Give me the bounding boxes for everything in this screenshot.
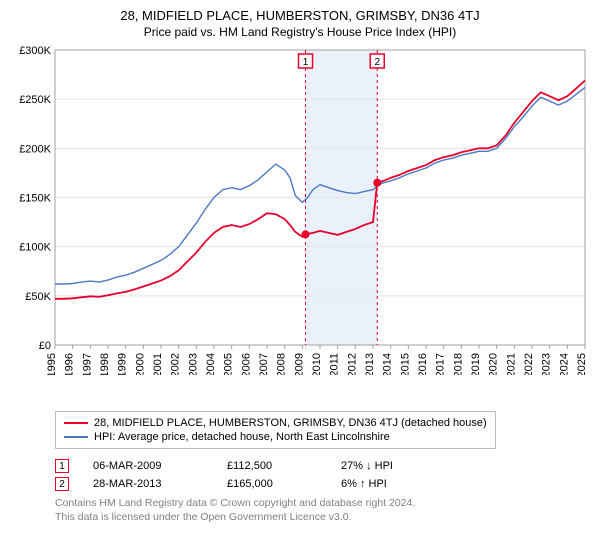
sale-marker <box>302 230 310 238</box>
sale-date: 28-MAR-2013 <box>93 478 203 490</box>
svg-text:2023: 2023 <box>541 353 553 375</box>
legend-swatch <box>64 422 88 424</box>
svg-text:2010: 2010 <box>311 353 323 375</box>
sale-detail-row: 2 28-MAR-2013 £165,000 6% ↑ HPI <box>55 477 590 491</box>
sale-marker-badge: 2 <box>55 477 69 491</box>
chart-container: 28, MIDFIELD PLACE, HUMBERSTON, GRIMSBY,… <box>0 0 600 560</box>
svg-text:2017: 2017 <box>435 353 447 375</box>
svg-text:£100K: £100K <box>19 242 51 254</box>
svg-text:1998: 1998 <box>99 353 111 375</box>
svg-text:£0: £0 <box>39 340 51 352</box>
svg-text:2008: 2008 <box>276 353 288 375</box>
sale-marker <box>373 179 381 187</box>
sale-marker-badge: 1 <box>55 459 69 473</box>
legend: 28, MIDFIELD PLACE, HUMBERSTON, GRIMSBY,… <box>55 411 496 449</box>
sale-detail-row: 1 06-MAR-2009 £112,500 27% ↓ HPI <box>55 459 590 473</box>
svg-text:£50K: £50K <box>25 291 51 303</box>
svg-text:1997: 1997 <box>81 353 93 375</box>
svg-text:2024: 2024 <box>558 353 570 375</box>
legend-label: HPI: Average price, detached house, Nort… <box>94 431 390 443</box>
svg-text:2013: 2013 <box>364 353 376 375</box>
svg-text:1999: 1999 <box>117 353 129 375</box>
attribution: Contains HM Land Registry data © Crown c… <box>55 497 590 524</box>
svg-text:2004: 2004 <box>205 353 217 375</box>
chart-subtitle: Price paid vs. HM Land Registry's House … <box>10 25 590 39</box>
sale-details: 1 06-MAR-2009 £112,500 27% ↓ HPI 2 28-MAR-201… <box>10 459 590 491</box>
svg-text:2002: 2002 <box>170 353 182 375</box>
svg-text:1995: 1995 <box>46 353 58 375</box>
svg-text:2000: 2000 <box>134 353 146 375</box>
svg-text:£250K: £250K <box>19 94 51 106</box>
svg-text:£300K: £300K <box>19 45 51 57</box>
svg-text:2020: 2020 <box>488 353 500 375</box>
svg-text:2025: 2025 <box>576 353 588 375</box>
svg-text:2012: 2012 <box>346 353 358 375</box>
chart-plot-area: £0 £50K £100K £150K £200K £250K £300K 1995 1996 1… <box>10 45 590 375</box>
sale-delta: 6% ↑ HPI <box>341 478 387 490</box>
svg-text:2016: 2016 <box>417 353 429 375</box>
legend-swatch <box>64 436 88 438</box>
svg-text:2011: 2011 <box>329 353 341 375</box>
sale-delta: 27% ↓ HPI <box>341 460 393 472</box>
svg-text:2006: 2006 <box>240 353 252 375</box>
svg-text:2018: 2018 <box>452 353 464 375</box>
sale-date: 06-MAR-2009 <box>93 460 203 472</box>
svg-text:2007: 2007 <box>258 353 270 375</box>
svg-text:£200K: £200K <box>19 143 51 155</box>
svg-text:2021: 2021 <box>505 353 517 375</box>
legend-item: 28, MIDFIELD PLACE, HUMBERSTON, GRIMSBY,… <box>64 416 487 430</box>
svg-text:1996: 1996 <box>64 353 76 375</box>
line-chart-svg: £0 £50K £100K £150K £200K £250K £300K 1995 1996 1… <box>10 45 590 375</box>
legend-item: HPI: Average price, detached house, Nort… <box>64 430 487 444</box>
attribution-line-1: Contains HM Land Registry data © Crown c… <box>55 497 590 511</box>
svg-text:2: 2 <box>374 57 380 68</box>
sale-price: £112,500 <box>227 460 317 472</box>
svg-text:2001: 2001 <box>152 353 164 375</box>
svg-text:2009: 2009 <box>293 353 305 375</box>
svg-text:2014: 2014 <box>382 353 394 375</box>
svg-text:£150K: £150K <box>19 193 51 205</box>
svg-text:2019: 2019 <box>470 353 482 375</box>
svg-text:2015: 2015 <box>399 353 411 375</box>
svg-text:2003: 2003 <box>187 353 199 375</box>
attribution-line-2: This data is licensed under the Open Gov… <box>55 511 590 525</box>
svg-text:2022: 2022 <box>523 353 535 375</box>
chart-title: 28, MIDFIELD PLACE, HUMBERSTON, GRIMSBY,… <box>10 8 590 23</box>
sale-price: £165,000 <box>227 478 317 490</box>
svg-text:1: 1 <box>303 57 309 68</box>
legend-label: 28, MIDFIELD PLACE, HUMBERSTON, GRIMSBY,… <box>94 417 487 429</box>
svg-text:2005: 2005 <box>223 353 235 375</box>
